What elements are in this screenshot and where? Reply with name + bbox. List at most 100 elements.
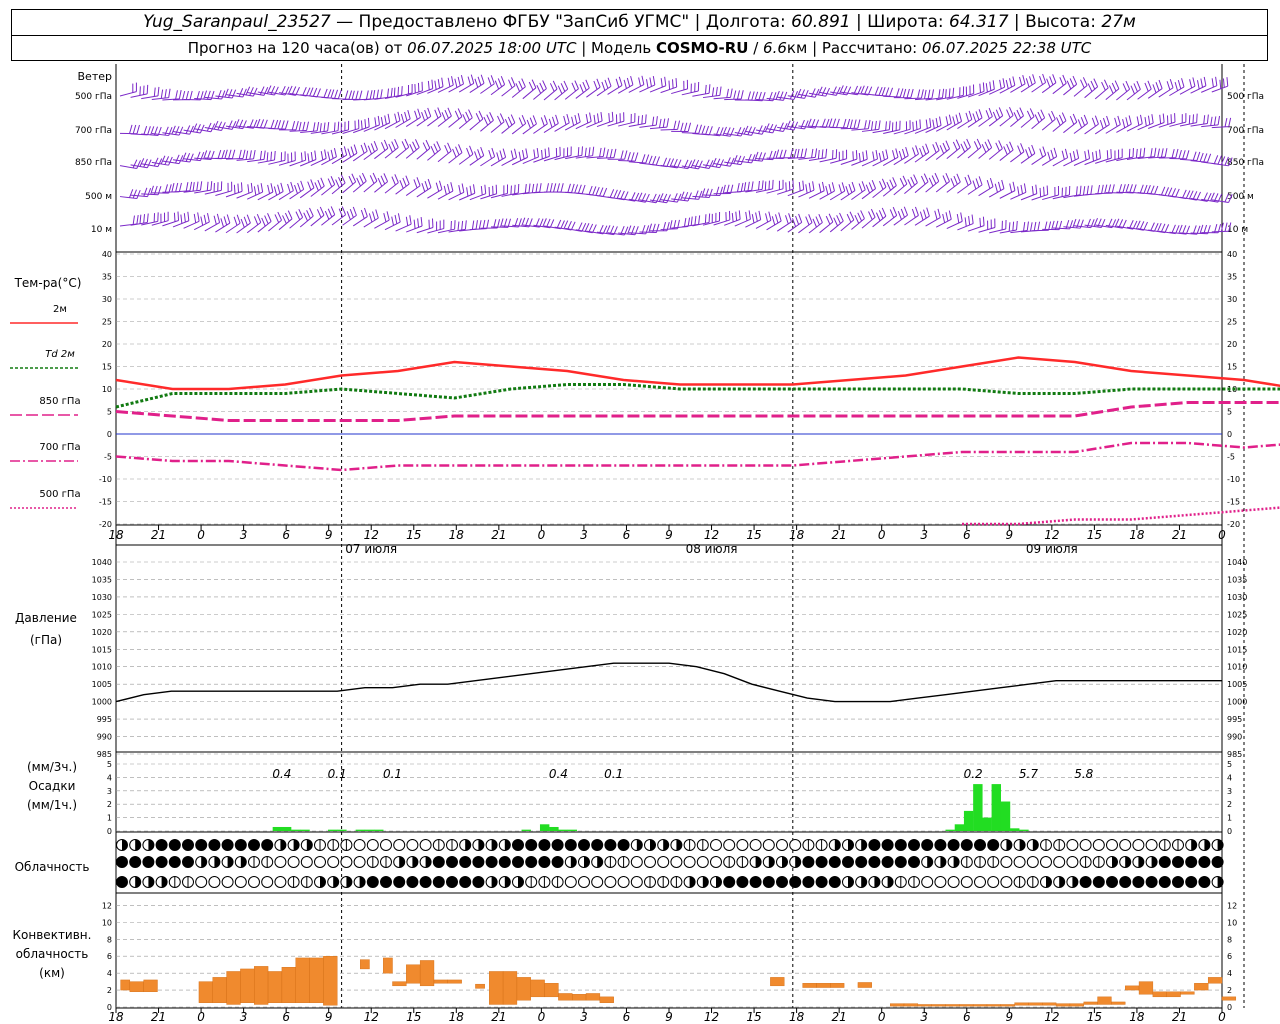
wind-barb-shaft	[1116, 156, 1134, 162]
wind-barb-feather	[683, 191, 689, 201]
cloud-symbol	[1119, 839, 1132, 851]
wind-barb-feather	[294, 184, 298, 194]
convective-bar	[802, 983, 817, 988]
wind-barb-feather	[833, 217, 838, 227]
wind-barb-feather	[956, 214, 960, 224]
wind-barb-shaft	[808, 92, 826, 97]
precip-3h-label: 5.7	[1019, 767, 1038, 781]
wind-barb-feather	[1013, 112, 1019, 121]
wind-barb-shaft	[978, 227, 996, 233]
temperature-tick-left: 0	[107, 430, 112, 439]
wind-barb-feather	[743, 125, 749, 135]
convective-bar	[1069, 1003, 1084, 1007]
wind-barb-feather	[1189, 79, 1193, 89]
wind-barb-feather	[999, 79, 1002, 89]
wind-barb-feather	[1040, 109, 1046, 119]
wind-barb-feather	[599, 224, 604, 234]
wind-barb-shaft	[406, 90, 423, 97]
wind-barb-feather	[295, 86, 300, 96]
wind-barb-shaft	[724, 132, 742, 137]
wind-barb-feather	[885, 149, 889, 159]
wind-barb-feather	[1035, 184, 1038, 194]
wind-barb-feather	[828, 213, 834, 223]
wind-barb-feather	[1213, 155, 1219, 164]
wind-barb-feather	[510, 185, 512, 195]
convective-bar	[1083, 1001, 1098, 1005]
wind-barb-feather	[958, 112, 963, 122]
wind-barb-shaft	[628, 198, 646, 203]
cloud-symbol-half	[491, 876, 498, 888]
wind-barb-feather	[1082, 77, 1088, 86]
convective-bar	[1014, 1002, 1029, 1006]
wind-barb-feather	[798, 181, 801, 192]
wind-barb-feather	[793, 121, 799, 131]
wind-barb-feather	[484, 184, 487, 194]
hour-label-bottom: 12	[364, 1010, 379, 1024]
longitude-label: Долгота:	[705, 12, 786, 32]
wind-barb-feather	[412, 141, 417, 151]
wind-barb-feather	[367, 145, 372, 155]
precip-3h-label: 0.1	[604, 767, 623, 781]
wind-barb-feather	[711, 157, 717, 167]
cloud-symbol	[327, 856, 340, 868]
wind-barb-feather	[1101, 81, 1106, 91]
wind-barb-feather	[206, 122, 212, 132]
wind-barb-shaft	[480, 120, 494, 132]
wind-barb-feather	[698, 190, 703, 200]
wind-barb-feather	[828, 184, 832, 193]
pressure-tick-left: 995	[97, 715, 112, 724]
wind-barb-shaft	[1063, 83, 1077, 96]
convective-bar	[1180, 991, 1195, 995]
wind-barb-feather	[1200, 78, 1204, 88]
wind-barb-shaft	[787, 221, 802, 233]
pressure-tick-left: 1005	[92, 680, 112, 689]
wind-barb-feather	[832, 118, 837, 128]
wind-barb-feather	[881, 178, 887, 188]
wind-barb-feather	[1160, 223, 1166, 233]
wind-barb-feather	[487, 77, 492, 87]
wind-barb-feather	[307, 181, 312, 191]
wind-barb-feather	[931, 89, 935, 99]
wind-barb-feather	[482, 219, 486, 229]
wind-barb-feather	[941, 88, 945, 98]
cloud-symbol-half	[716, 876, 722, 888]
wind-barb-feather	[1162, 113, 1165, 123]
wind-barb-feather	[868, 182, 874, 192]
wind-barb-feather	[383, 173, 389, 182]
wind-barb-feather	[627, 225, 632, 235]
wind-barb-feather	[878, 120, 881, 130]
temperature-tick-left: 15	[102, 363, 112, 372]
wind-barb-feather	[224, 149, 228, 159]
wind-barb-feather	[372, 211, 376, 221]
precip-bar	[337, 829, 347, 831]
wind-barb-shaft	[310, 185, 325, 197]
wind-barb-feather	[532, 115, 537, 125]
wind-barb-feather	[1129, 220, 1134, 229]
wind-barb-feather	[1175, 188, 1180, 198]
wind-barb-feather	[477, 149, 482, 158]
wind-barb-shaft	[183, 220, 200, 229]
convective-tick-left: 4	[107, 969, 112, 978]
wind-barb-feather	[474, 78, 479, 88]
wind-barb-feather	[804, 89, 809, 99]
wind-barb-feather	[147, 126, 151, 136]
wind-barb-feather	[604, 79, 609, 89]
cloud-symbol	[1053, 856, 1066, 868]
hour-label-bottom: 3	[920, 1010, 928, 1024]
wind-barb-feather	[1228, 194, 1233, 203]
wind-barb-feather	[474, 151, 479, 161]
wind-barb-shaft	[405, 185, 421, 196]
wind-barb-feather	[528, 81, 534, 91]
wind-barb-feather	[316, 121, 320, 132]
wind-barb-shaft	[935, 218, 952, 228]
wind-barb-feather	[764, 123, 770, 132]
pressure-tick-right: 1035	[1227, 575, 1247, 584]
wind-barb-feather	[413, 219, 416, 229]
wind-barb-feather	[1069, 152, 1073, 162]
wind-barb-feather	[995, 109, 1001, 119]
wind-barb-feather	[1210, 116, 1213, 126]
wind-barb-shaft	[363, 180, 378, 193]
temperature-tick-right: -10	[1227, 475, 1240, 484]
wind-barb-feather	[136, 189, 141, 199]
wind-barb-shaft	[702, 164, 720, 169]
